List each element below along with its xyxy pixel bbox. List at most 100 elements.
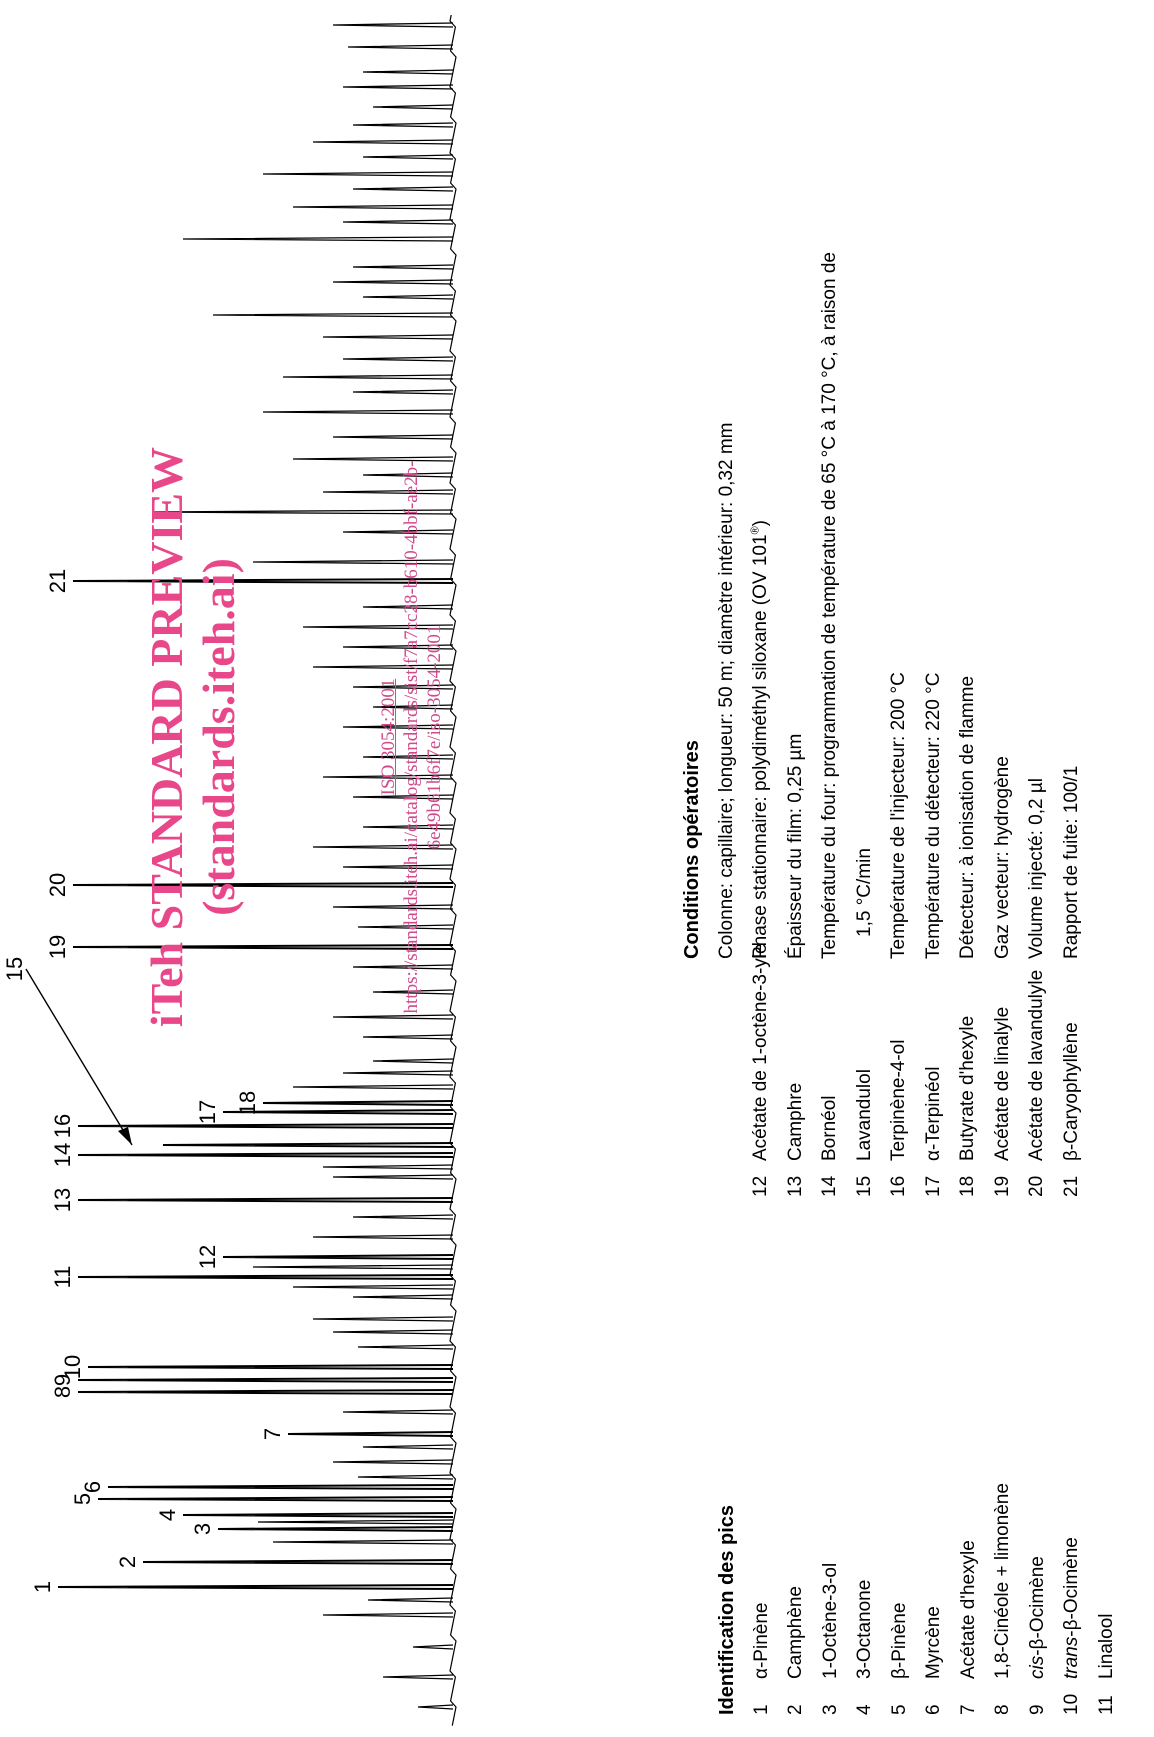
peak-label: 13 xyxy=(50,1188,75,1212)
peak-9 xyxy=(77,1377,454,1383)
peak-label: 21 xyxy=(45,569,70,593)
identification-item: 3 1-Octène-3-ol xyxy=(814,1155,849,1715)
peak-number: 3 xyxy=(819,1704,841,1715)
peak-label: 2 xyxy=(115,1556,140,1568)
minor-peak xyxy=(182,236,454,242)
minor-peak xyxy=(332,1329,454,1335)
identification-item: 6 Myrcène xyxy=(917,1155,952,1715)
minor-peak xyxy=(372,704,454,710)
peak-label: 8 xyxy=(50,1386,75,1398)
compound-name: Camphène xyxy=(785,1586,806,1679)
compound-name: 3-Octanone xyxy=(854,1579,875,1679)
minor-peak xyxy=(362,1444,454,1450)
peak-number: 1 xyxy=(750,1704,772,1715)
minor-peak xyxy=(362,472,454,478)
minor-peak xyxy=(332,22,454,28)
peak-label: 18 xyxy=(235,1091,260,1115)
compound-name: Lavandulol xyxy=(853,1069,875,1161)
peak-7 xyxy=(287,1431,454,1437)
condition-line: Rapport de fuite: 100/1 xyxy=(1060,765,1082,959)
compound-name: β-Pinène xyxy=(888,1602,910,1679)
watermark-subtitle[interactable]: (standards.iteh.ai) xyxy=(193,558,244,916)
compound-name: Acétate de lavandulyle xyxy=(1026,969,1047,1161)
watermark-url-2[interactable]: 6e49b61b6f7e/iso-3054-2001 xyxy=(424,624,445,850)
peak-11 xyxy=(77,1274,454,1280)
identification-item: 11 Linalool xyxy=(1090,1155,1125,1716)
peak-15-arrowhead xyxy=(118,1127,132,1145)
minor-peak xyxy=(292,1084,454,1090)
minor-peak xyxy=(362,69,454,75)
minor-peak xyxy=(342,864,454,870)
compound-name: Camphre xyxy=(784,1082,806,1161)
peak-20 xyxy=(72,882,454,888)
minor-peak xyxy=(412,1644,454,1650)
minor-peak xyxy=(357,1474,454,1480)
minor-peak xyxy=(257,1519,454,1525)
identification-title: Identification des pics xyxy=(716,1504,738,1715)
compound-name: -β-Ocimène xyxy=(1026,1556,1048,1656)
minor-peak xyxy=(342,1070,454,1076)
minor-peak xyxy=(332,434,454,440)
peak-8 xyxy=(77,1389,454,1395)
peak-label: 19 xyxy=(45,935,70,959)
compound-name: Acétate de linalyle xyxy=(991,1006,1013,1161)
peak-number: 6 xyxy=(923,1704,944,1715)
peak-number: 14 xyxy=(819,1175,840,1197)
minor-peak xyxy=(212,312,454,318)
minor-peak xyxy=(357,1344,454,1350)
minor-peak xyxy=(362,824,454,830)
condition-line: Détecteur: à ionisation de flamme xyxy=(957,675,978,959)
peak-label: 14 xyxy=(50,1143,75,1167)
peak-number: 5 xyxy=(888,1704,910,1715)
identification-item: 9 cis-β-Ocimène xyxy=(1021,1155,1056,1715)
peak-1 xyxy=(57,1584,454,1590)
minor-peak xyxy=(352,794,454,800)
peak-label: 1 xyxy=(30,1581,55,1593)
compound-name: Acétate de 1-octène-3-yle xyxy=(750,943,771,1161)
minor-peak xyxy=(312,139,454,145)
identification-item: 8 1,8-Cinéole + limonène xyxy=(986,1155,1021,1715)
peak-3 xyxy=(217,1526,454,1532)
minor-peak xyxy=(262,171,454,177)
peak-6 xyxy=(107,1484,454,1490)
minor-peak xyxy=(332,1014,454,1020)
condition-line-text: Phase stationnaire: polydiméthyl siloxan… xyxy=(750,534,771,959)
watermark-url[interactable]: https://standards.iteh.ai/catalog/standa… xyxy=(401,460,422,1014)
registered-mark: ® xyxy=(749,526,762,535)
condition-line: Colonne: capillaire; longueur: 50 m; dia… xyxy=(715,422,737,960)
identification-list: 1 α-Pinène 2 Camphène 3 1-Octène-3-ol 4 3-Octan… xyxy=(745,1155,1125,1715)
peak-label: 11 xyxy=(50,1266,75,1289)
minor-peak xyxy=(332,904,454,910)
minor-peak xyxy=(342,1409,454,1415)
minor-peak xyxy=(352,684,454,690)
condition-line: Température du détecteur: 220 °C xyxy=(922,672,944,959)
minor-peak xyxy=(367,1597,454,1603)
minor-peak xyxy=(352,122,454,128)
minor-peak xyxy=(352,1214,454,1220)
minor-peak xyxy=(322,334,454,340)
minor-peak xyxy=(352,264,454,270)
peak-identification-block: Identification des pics 1 α-Pinène 2 Camphè… xyxy=(710,1155,1124,1715)
peak-number: 2 xyxy=(785,1704,806,1715)
watermark-standard-link[interactable]: ISO 3054:2001 xyxy=(378,678,399,796)
peak-10 xyxy=(87,1364,454,1370)
peak-label: 16 xyxy=(50,1114,75,1138)
compound-name: Acétate d'hexyle xyxy=(957,1540,979,1679)
peak-15-arrow xyxy=(25,968,133,1146)
minor-peak xyxy=(352,1294,454,1300)
identification-item: 10 trans-β-Ocimène xyxy=(1055,1155,1090,1715)
minor-peak xyxy=(352,964,454,970)
minor-peak xyxy=(302,624,454,630)
minor-peak xyxy=(292,204,454,210)
condition-line: Volume injecté: 0,2 µl xyxy=(1026,778,1047,959)
minor-peak xyxy=(312,664,454,670)
peak-19 xyxy=(72,944,454,950)
compound-name: Bornéol xyxy=(819,1095,840,1162)
condition-line: Gaz vecteur: hydrogène xyxy=(991,756,1013,959)
minor-peak xyxy=(357,924,454,930)
peak-number: 19 xyxy=(991,1175,1013,1197)
minor-peak xyxy=(372,1058,454,1064)
